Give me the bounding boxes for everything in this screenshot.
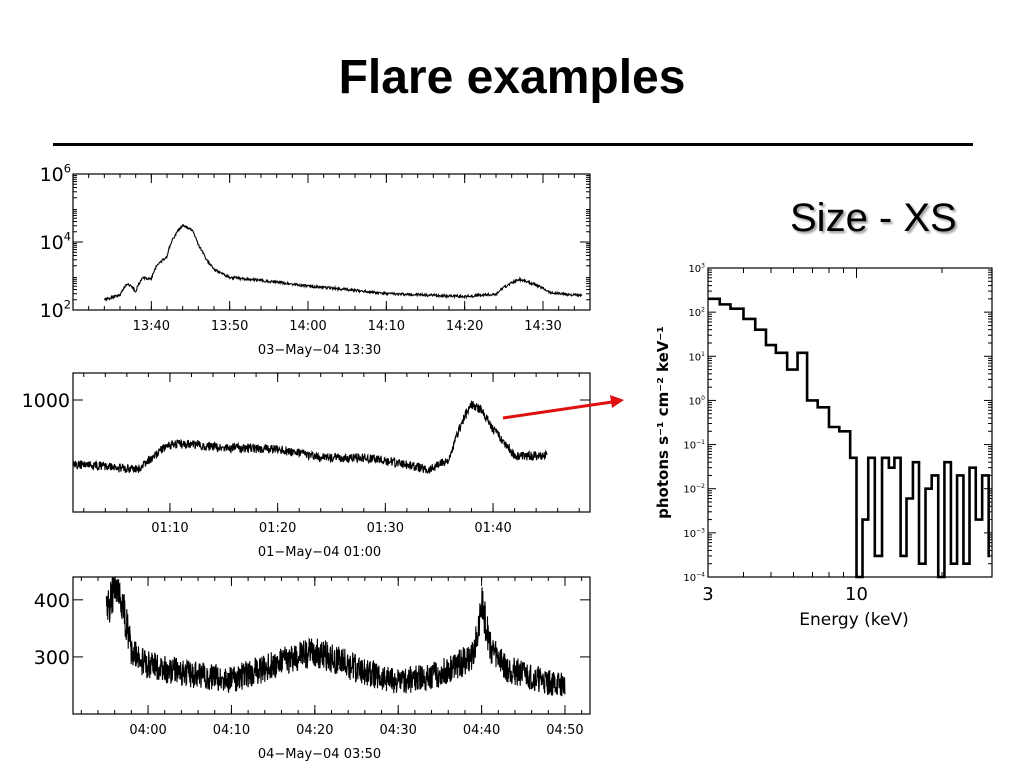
lc3-series-line: [105, 576, 566, 697]
spec-ytick-label: 101: [688, 351, 705, 364]
lc2-plot-frame: [72, 372, 591, 513]
lc2-ytick-label: 1000: [22, 390, 70, 412]
lc1-ytick-label: 106: [40, 161, 71, 186]
title-divider: [53, 143, 973, 146]
lc2-xtick-label: 01:20: [259, 521, 296, 536]
lc3-xtick-label: 04:40: [463, 723, 500, 738]
lc3-xtick-label: 04:30: [379, 723, 416, 738]
spec-xlabel: Energy (keV): [799, 610, 909, 630]
spec-xtick-label: 3: [702, 584, 713, 605]
lc3-plot-frame: [72, 576, 591, 715]
lc3-xlabel: 04−May−04 03:50: [258, 747, 381, 762]
lc2-xlabel: 01−May−04 01:00: [258, 545, 381, 560]
lc1-xtick-label: 14:00: [289, 319, 326, 334]
lc1-series-line: [103, 223, 583, 302]
spec-ytick-label: 10−4: [683, 572, 705, 585]
spec-ytick-label: 103: [688, 263, 705, 276]
lc1-xtick-label: 14:30: [524, 319, 561, 334]
lc1-xlabel: 03−May−04 13:30: [258, 343, 381, 358]
lc3-xtick-label: 04:00: [129, 723, 166, 738]
lc3-xtick-label: 04:50: [546, 723, 583, 738]
lc3-ytick-label: 400: [34, 590, 70, 612]
lc2-xtick-label: 01:10: [151, 521, 188, 536]
lc2-xtick-label: 01:40: [474, 521, 511, 536]
slide-title: Flare examples: [338, 51, 686, 104]
lc1-xtick-label: 14:20: [446, 319, 483, 334]
lc1-ytick-label: 102: [40, 297, 71, 322]
lc1-plot-frame: [72, 173, 591, 311]
lc2-series-line: [72, 400, 548, 475]
lc1-xtick-label: 13:40: [133, 319, 170, 334]
spec-xtick-label: 10: [845, 584, 868, 605]
lc1-xtick-label: 14:10: [368, 319, 405, 334]
lc1-ytick-label: 104: [40, 229, 71, 254]
spec-plot-frame: [707, 267, 993, 578]
lc1-xtick-label: 13:50: [211, 319, 248, 334]
spec-ylabel: photons s⁻¹ cm⁻² keV⁻¹: [654, 326, 672, 519]
spec-ytick-label: 10−3: [683, 527, 705, 540]
red-arrow-head: [610, 395, 624, 408]
lc3-ytick-label: 300: [34, 647, 70, 669]
lc3-xtick-label: 04:10: [213, 723, 250, 738]
spec-ytick-label: 102: [688, 307, 705, 320]
spec-ytick-label: 10−1: [683, 439, 705, 452]
spec-ytick-label: 10−2: [683, 483, 705, 496]
red-arrow-shaft: [502, 400, 613, 420]
spec-ytick-label: 100: [688, 395, 705, 408]
spec-histogram-line: [708, 297, 991, 579]
size-label: Size - XS: [790, 196, 957, 240]
lc3-xtick-label: 04:20: [296, 723, 333, 738]
lc2-xtick-label: 01:30: [367, 521, 404, 536]
